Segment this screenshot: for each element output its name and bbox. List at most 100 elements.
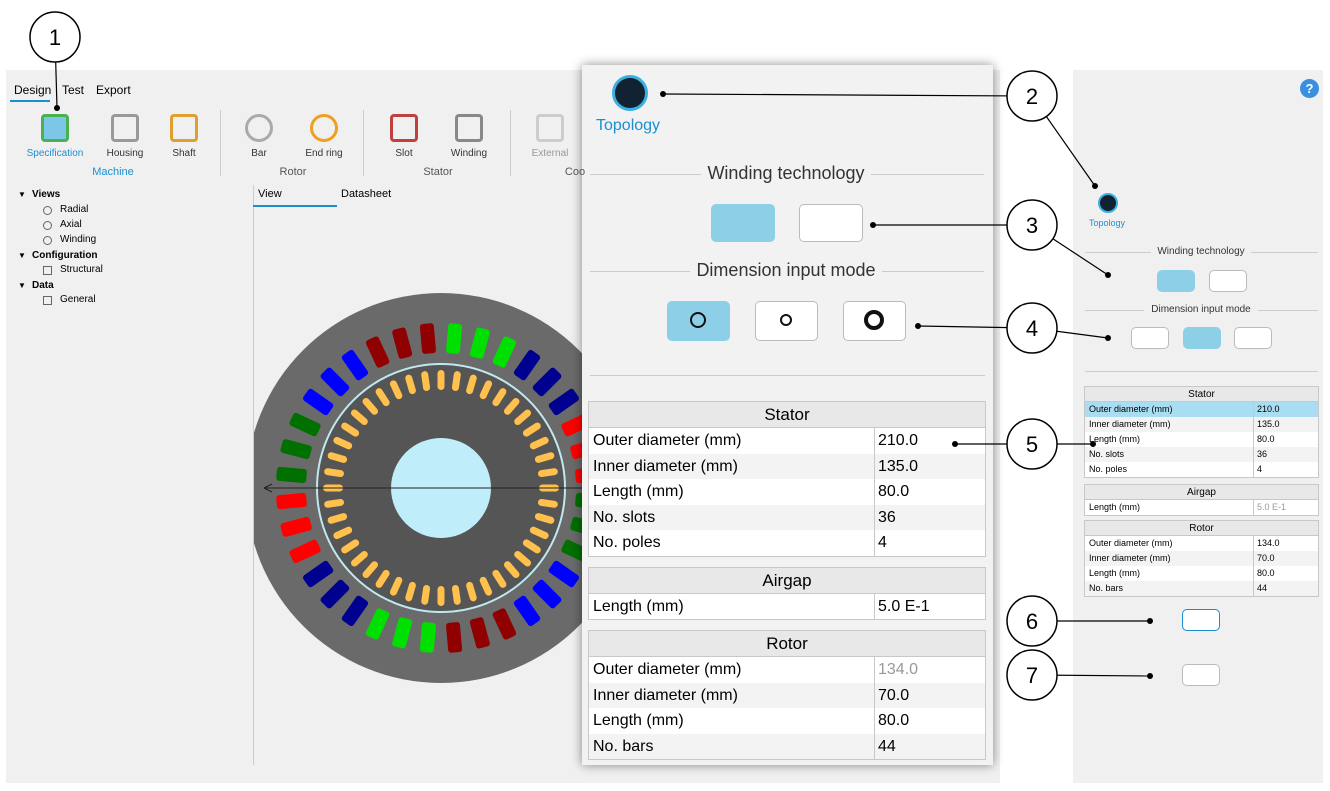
tree-section[interactable]: Configuration: [32, 250, 98, 261]
dimension-mode-button[interactable]: [1234, 327, 1272, 349]
ribbon-icon[interactable]: [170, 114, 198, 142]
rotor-table-header: Rotor: [1085, 521, 1318, 536]
ribbon-icon[interactable]: [245, 114, 273, 142]
stator-table-header: Stator: [1085, 387, 1318, 402]
stator-slot: [280, 516, 312, 537]
row-value[interactable]: 210.0: [874, 428, 985, 454]
stator-row: Outer diameter (mm) 210.0: [1085, 402, 1318, 417]
dimension-mode-button[interactable]: [1183, 327, 1221, 349]
stator-slot: [365, 336, 390, 368]
topology-label[interactable]: Topology: [1089, 218, 1126, 228]
tree-expander[interactable]: ▼: [18, 251, 26, 260]
tab[interactable]: Design: [14, 83, 52, 97]
view-canvas: [253, 185, 584, 765]
rotor-bar: [362, 561, 379, 579]
separator: [1085, 371, 1318, 372]
tab[interactable]: Test: [62, 83, 85, 97]
winding-tech-button[interactable]: [799, 204, 863, 242]
row-value[interactable]: 134.0: [874, 657, 985, 683]
ribbon-button-label[interactable]: Specification: [26, 148, 84, 159]
row-value[interactable]: 4: [1253, 462, 1318, 477]
stator-table: Stator Outer diameter (mm) 210.0 Inner diam…: [588, 401, 986, 557]
rotor-bar: [350, 409, 368, 426]
callout-number: 5: [1026, 432, 1038, 457]
row-value[interactable]: 4: [874, 530, 985, 556]
row-value[interactable]: 135.0: [874, 453, 985, 479]
row-value[interactable]: 210.0: [1253, 402, 1318, 417]
ribbon-icon[interactable]: [111, 114, 139, 142]
stator-slot: [392, 327, 413, 359]
ribbon-button-label[interactable]: Housing: [106, 148, 144, 159]
row-value[interactable]: 5.0 E-1: [874, 594, 985, 619]
ribbon-button-label[interactable]: Shaft: [172, 148, 196, 159]
exit-button[interactable]: [1182, 664, 1220, 686]
row-label: No. slots: [593, 508, 656, 526]
callout-circle: [1006, 70, 1058, 122]
stator-row: Length (mm) 80.0: [589, 479, 985, 505]
tree-section[interactable]: Data: [32, 280, 54, 291]
row-value[interactable]: 36: [1253, 447, 1318, 462]
rotor-bar: [341, 422, 360, 437]
tree-item[interactable]: General: [60, 294, 96, 305]
ribbon-button-label[interactable]: Slot: [395, 148, 413, 159]
row-value[interactable]: 80.0: [874, 708, 985, 734]
row-label: Length (mm): [1089, 568, 1141, 578]
row-value[interactable]: 135.0: [1253, 417, 1318, 432]
tree-item[interactable]: Axial: [60, 219, 82, 230]
airgap-table: Airgap Length (mm) 5.0 E-1: [1084, 484, 1319, 516]
help-button[interactable]: ?: [1300, 79, 1319, 98]
ribbon-icon[interactable]: [41, 114, 69, 142]
view-tab[interactable]: Datasheet: [341, 188, 392, 200]
row-value[interactable]: 80.0: [1253, 566, 1318, 581]
tree-item[interactable]: Winding: [60, 234, 97, 245]
ribbon-icon[interactable]: [310, 114, 338, 142]
row-value[interactable]: 5.0 E-1: [1253, 500, 1318, 515]
separator: [882, 271, 984, 272]
dimension-mode-button[interactable]: [843, 301, 906, 341]
winding-tech-button[interactable]: [1157, 270, 1195, 292]
rotor-bar: [492, 569, 507, 588]
topology-icon[interactable]: [1098, 193, 1118, 213]
ribbon-button-label[interactable]: Bar: [251, 148, 267, 159]
ribbon-icon[interactable]: [455, 114, 483, 142]
row-value[interactable]: 44: [1253, 581, 1318, 596]
rotor-table: Rotor Outer diameter (mm) 134.0 Inner diame…: [1084, 520, 1319, 597]
dimension-mode-button[interactable]: [1131, 327, 1169, 349]
ribbon-button-label[interactable]: External: [531, 148, 569, 159]
row-value[interactable]: 44: [874, 733, 985, 759]
tree-expander[interactable]: ▼: [18, 281, 26, 290]
view-tab[interactable]: View: [258, 188, 282, 200]
rotor-bar: [451, 584, 461, 605]
callout-circle: [29, 11, 81, 63]
winding-tech-button[interactable]: [711, 204, 775, 242]
tree-item[interactable]: Structural: [60, 264, 103, 275]
ribbon-button-label[interactable]: Winding: [450, 148, 488, 159]
row-value[interactable]: 80.0: [1253, 432, 1318, 447]
tree-section[interactable]: Views: [32, 189, 61, 200]
winding-tech-button[interactable]: [1209, 270, 1247, 292]
callout-number: 3: [1026, 213, 1038, 238]
ribbon-button-label[interactable]: End ring: [305, 148, 343, 159]
ribbon-icon[interactable]: [536, 114, 564, 142]
stator-slot: [392, 617, 413, 649]
apply-button[interactable]: [1182, 609, 1220, 631]
tree-expander[interactable]: ▼: [18, 190, 26, 199]
callout-number: 6: [1026, 609, 1038, 634]
row-label: No. bars: [1089, 583, 1124, 593]
tree-icon: [43, 266, 52, 275]
rotor-row: Outer diameter (mm) 134.0: [1085, 536, 1318, 551]
row-value[interactable]: 70.0: [874, 682, 985, 708]
topology-label[interactable]: Topology: [596, 117, 661, 134]
tab[interactable]: Export: [96, 83, 131, 97]
tree-item[interactable]: Radial: [60, 204, 89, 215]
row-value[interactable]: 80.0: [874, 479, 985, 505]
callout-circle: [1006, 199, 1058, 251]
row-value[interactable]: 70.0: [1253, 551, 1318, 566]
topology-icon[interactable]: [612, 75, 648, 111]
rotor-bar: [375, 388, 390, 407]
airgap-table-header: Airgap: [589, 568, 985, 594]
ribbon-icon[interactable]: [390, 114, 418, 142]
row-value[interactable]: 36: [874, 504, 985, 530]
ribbon-group-label: Coo: [564, 166, 586, 178]
row-value[interactable]: 134.0: [1253, 536, 1318, 551]
